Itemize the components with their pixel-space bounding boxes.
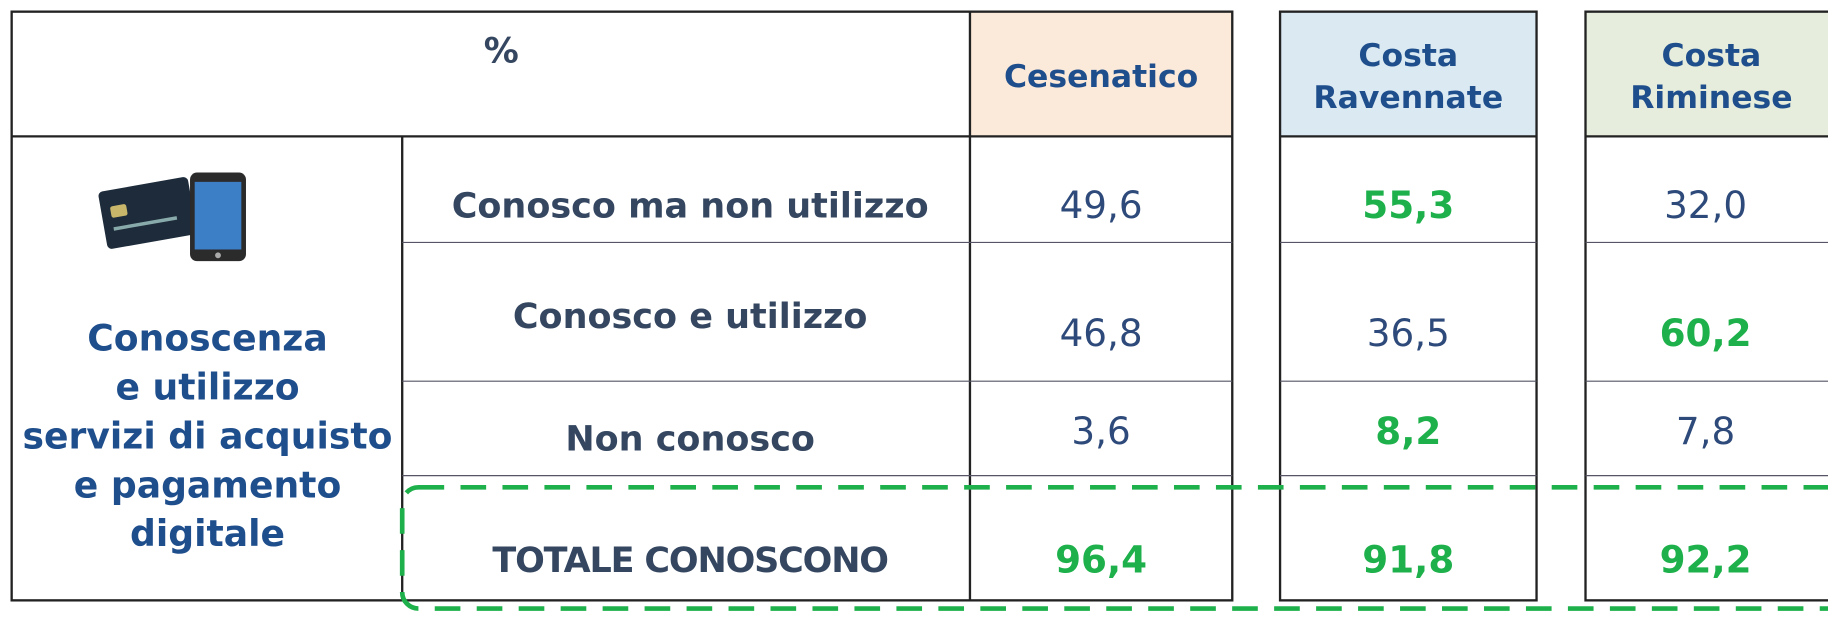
value-cell: 49,6: [1060, 183, 1143, 227]
table: % Cesenatico Costa Ravennate Costa Riminese Co…: [12, 12, 1828, 609]
column-header: Ravennate: [1313, 80, 1503, 116]
value-cell: 32,0: [1664, 183, 1747, 227]
value-cell: 60,2: [1660, 311, 1752, 355]
column-header: Costa: [1662, 38, 1762, 74]
row-label: TOTALE CONOSCONO: [492, 541, 887, 581]
value-cell: 3,6: [1071, 409, 1130, 453]
value-cell: 96,4: [1055, 537, 1147, 581]
row-label: Conosco ma non utilizzo: [452, 187, 929, 227]
value-cell: 91,8: [1362, 537, 1454, 581]
page: % Cesenatico Costa Ravennate Costa Riminese Co…: [0, 0, 1828, 614]
corner-label: %: [484, 31, 519, 71]
value-cell: 7,8: [1676, 409, 1735, 453]
value-cell: 92,2: [1660, 537, 1752, 581]
row-label: Conosco e utilizzo: [513, 297, 868, 337]
row-label: Non conosco: [565, 420, 815, 460]
table-graphic: % Cesenatico Costa Ravennate Costa Riminese Co…: [0, 0, 1828, 614]
column-header: Riminese: [1630, 80, 1792, 116]
column-header: Cesenatico: [1004, 59, 1198, 95]
section-label: Conoscenza: [87, 316, 327, 359]
payment-icon: [98, 173, 246, 262]
value-cell: 8,2: [1375, 409, 1441, 453]
value-cell: 36,5: [1367, 311, 1450, 355]
value-cell: 46,8: [1060, 311, 1143, 355]
section-label: digitale: [130, 512, 285, 555]
section-label: e pagamento: [74, 463, 342, 506]
value-cell: 55,3: [1362, 183, 1454, 227]
section-label: servizi di acquisto: [23, 414, 393, 457]
section-label: e utilizzo: [115, 365, 299, 408]
column-header: Costa: [1358, 38, 1458, 74]
